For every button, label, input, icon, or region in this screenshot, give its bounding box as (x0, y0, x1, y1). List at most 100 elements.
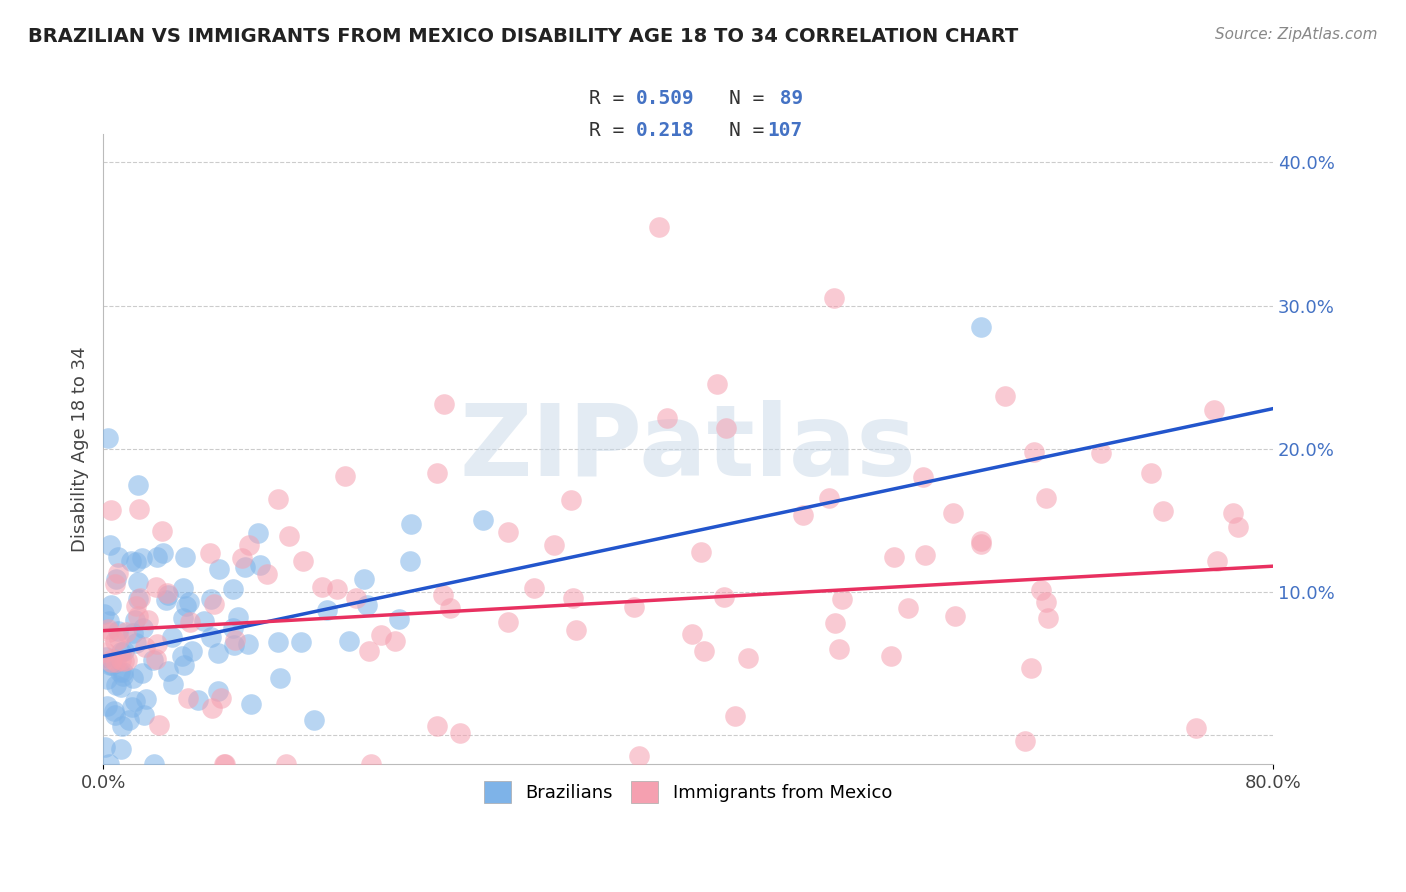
Point (97, 431, 120, 445)
Point (274, 756, 297, 771)
Point (648, 219, 671, 234)
Point (344, 591, 367, 605)
Point (115, 653, 138, 667)
Point (370, 627, 392, 641)
Point (523, 582, 546, 596)
Point (198, 546, 221, 560)
Text: N =: N = (730, 89, 776, 109)
Point (1035, 491, 1057, 505)
Point (134, 707, 156, 722)
Point (238, 538, 260, 552)
Point (207, 646, 229, 660)
Point (125, 636, 148, 650)
Point (134, 640, 156, 654)
Point (357, 643, 380, 657)
Point (291, 554, 314, 568)
Point (233, 559, 256, 574)
Point (398, 554, 420, 568)
Point (187, 693, 209, 707)
Point (256, 567, 278, 582)
Point (145, 580, 167, 594)
Point (110, 680, 132, 694)
Point (200, 592, 222, 607)
Point (100, 599, 122, 613)
Point (278, 529, 301, 543)
Point (111, 719, 134, 733)
Point (1206, 554, 1229, 568)
Point (135, 692, 157, 706)
Point (112, 654, 135, 668)
Point (914, 548, 936, 562)
Point (326, 582, 349, 596)
Point (623, 600, 645, 615)
Point (337, 634, 360, 648)
Point (108, 665, 131, 679)
Point (290, 634, 312, 648)
Point (425, 466, 447, 480)
Point (246, 526, 269, 541)
Point (127, 574, 149, 589)
Point (148, 717, 170, 731)
Point (132, 621, 155, 635)
Point (226, 609, 249, 624)
Point (142, 652, 165, 666)
Point (724, 709, 747, 723)
Point (231, 550, 253, 565)
Point (994, 389, 1017, 403)
Point (831, 591, 853, 606)
Point (1152, 504, 1174, 518)
Point (110, 742, 132, 756)
Point (883, 549, 905, 564)
Point (1139, 466, 1161, 480)
Point (1222, 506, 1244, 520)
Point (1022, 445, 1045, 459)
Point (177, 690, 200, 705)
Point (224, 632, 246, 647)
Point (179, 615, 201, 629)
Point (823, 291, 845, 305)
Point (439, 601, 461, 615)
Y-axis label: Disability Age 18 to 34: Disability Age 18 to 34 (72, 346, 89, 551)
Point (127, 592, 149, 607)
Point (96, 672, 118, 686)
Point (561, 591, 583, 605)
Point (96, 649, 118, 664)
Point (120, 554, 142, 568)
Point (472, 512, 495, 526)
Point (156, 664, 179, 678)
Point (97, 614, 120, 628)
Point (100, 655, 122, 669)
Point (107, 632, 129, 646)
Text: 89: 89 (768, 89, 803, 109)
Point (156, 586, 179, 600)
Point (302, 713, 325, 727)
Point (560, 493, 582, 508)
Point (1031, 582, 1053, 597)
Point (399, 517, 422, 532)
Text: 107: 107 (768, 121, 803, 140)
Point (155, 592, 177, 607)
Point (496, 615, 519, 629)
Point (162, 677, 184, 691)
Point (104, 576, 127, 591)
Point (174, 549, 197, 564)
Point (1035, 595, 1057, 609)
Point (681, 627, 703, 641)
Point (94, 740, 117, 755)
Point (125, 599, 148, 613)
Point (127, 609, 149, 624)
Point (103, 704, 125, 718)
Point (426, 719, 449, 733)
Point (143, 756, 166, 771)
Point (107, 549, 129, 564)
Point (880, 648, 903, 663)
Point (496, 524, 519, 539)
Text: N =: N = (730, 121, 776, 140)
Point (943, 609, 966, 624)
Point (118, 713, 141, 727)
Point (103, 634, 125, 648)
Point (449, 725, 471, 739)
Point (818, 491, 841, 505)
Point (655, 411, 678, 425)
Point (208, 562, 231, 576)
